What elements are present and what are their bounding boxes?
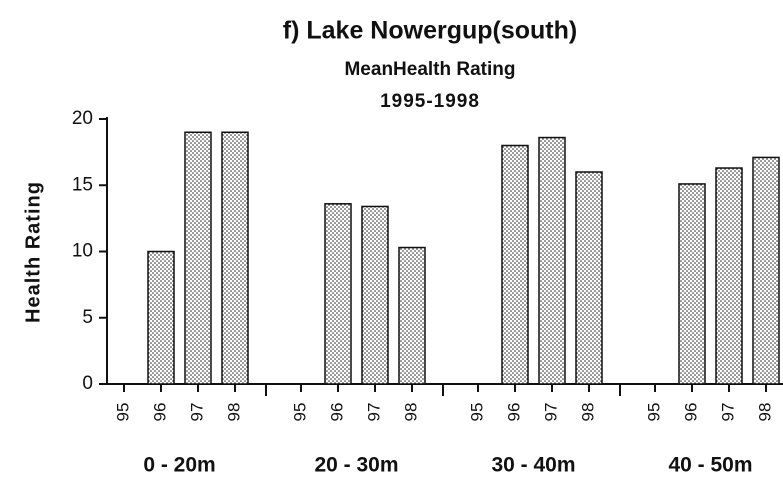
y-tick-label: 0 — [82, 373, 93, 394]
bar — [501, 144, 529, 385]
x-tick-label: 95 — [290, 403, 309, 422]
bar — [221, 131, 249, 385]
y-tick-label: 10 — [72, 241, 93, 262]
bar — [398, 246, 426, 385]
group-label: 40 - 50m — [668, 454, 752, 477]
x-tick-label: 98 — [224, 403, 243, 422]
group-label: 20 - 30m — [314, 454, 398, 477]
chart-title: f) Lake Nowergup(south) — [283, 17, 577, 45]
bar — [752, 156, 780, 385]
chart-subtitle: MeanHealth Rating — [344, 59, 515, 80]
bar — [147, 250, 175, 385]
x-tick-label: 96 — [504, 403, 523, 422]
x-tick-label: 97 — [364, 403, 383, 422]
bar — [575, 171, 603, 385]
bar — [324, 203, 352, 385]
x-tick-label: 98 — [578, 403, 597, 422]
x-tick-label: 95 — [467, 403, 486, 422]
x-tick-label: 96 — [681, 403, 700, 422]
x-tick-label: 95 — [113, 403, 132, 422]
x-tick-label: 97 — [541, 403, 560, 422]
x-tick-label: 98 — [401, 403, 420, 422]
x-tick-label: 96 — [327, 403, 346, 422]
y-tick-label: 20 — [72, 108, 93, 129]
x-tick-label: 95 — [644, 403, 663, 422]
y-tick-label: 5 — [82, 307, 93, 328]
bar — [538, 136, 566, 385]
chart-subtitle: 1995-1998 — [380, 91, 480, 112]
x-tick-label: 98 — [755, 403, 774, 422]
group-label: 0 - 20m — [143, 454, 215, 477]
x-tick-label: 97 — [718, 403, 737, 422]
y-axis-label: Health Rating — [22, 181, 44, 323]
bar — [715, 167, 743, 385]
y-tick-label: 15 — [72, 174, 93, 195]
group-label: 30 - 40m — [491, 454, 575, 477]
bar — [361, 205, 389, 385]
bar — [184, 131, 212, 385]
x-tick-label: 97 — [187, 403, 206, 422]
bar — [678, 183, 706, 385]
x-tick-label: 96 — [150, 403, 169, 422]
